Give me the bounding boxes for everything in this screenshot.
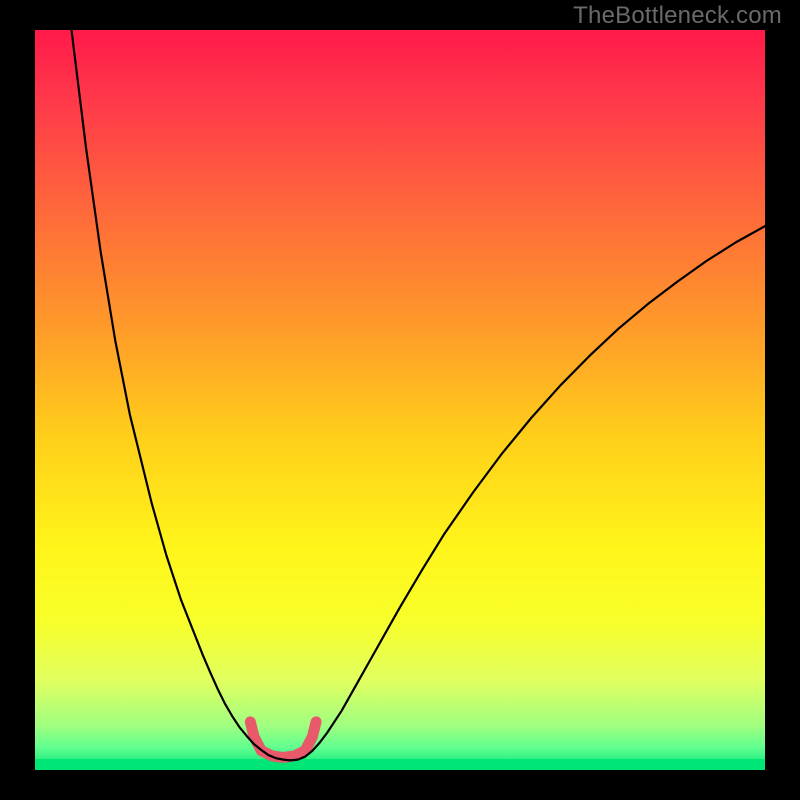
chart-overlay-svg [35,30,765,770]
watermark-text: TheBottleneck.com [573,2,782,30]
bottleneck-curve-path [72,30,766,760]
trough-highlight-path [250,722,316,758]
plot-area [35,30,765,770]
stage: TheBottleneck.com [0,0,800,800]
